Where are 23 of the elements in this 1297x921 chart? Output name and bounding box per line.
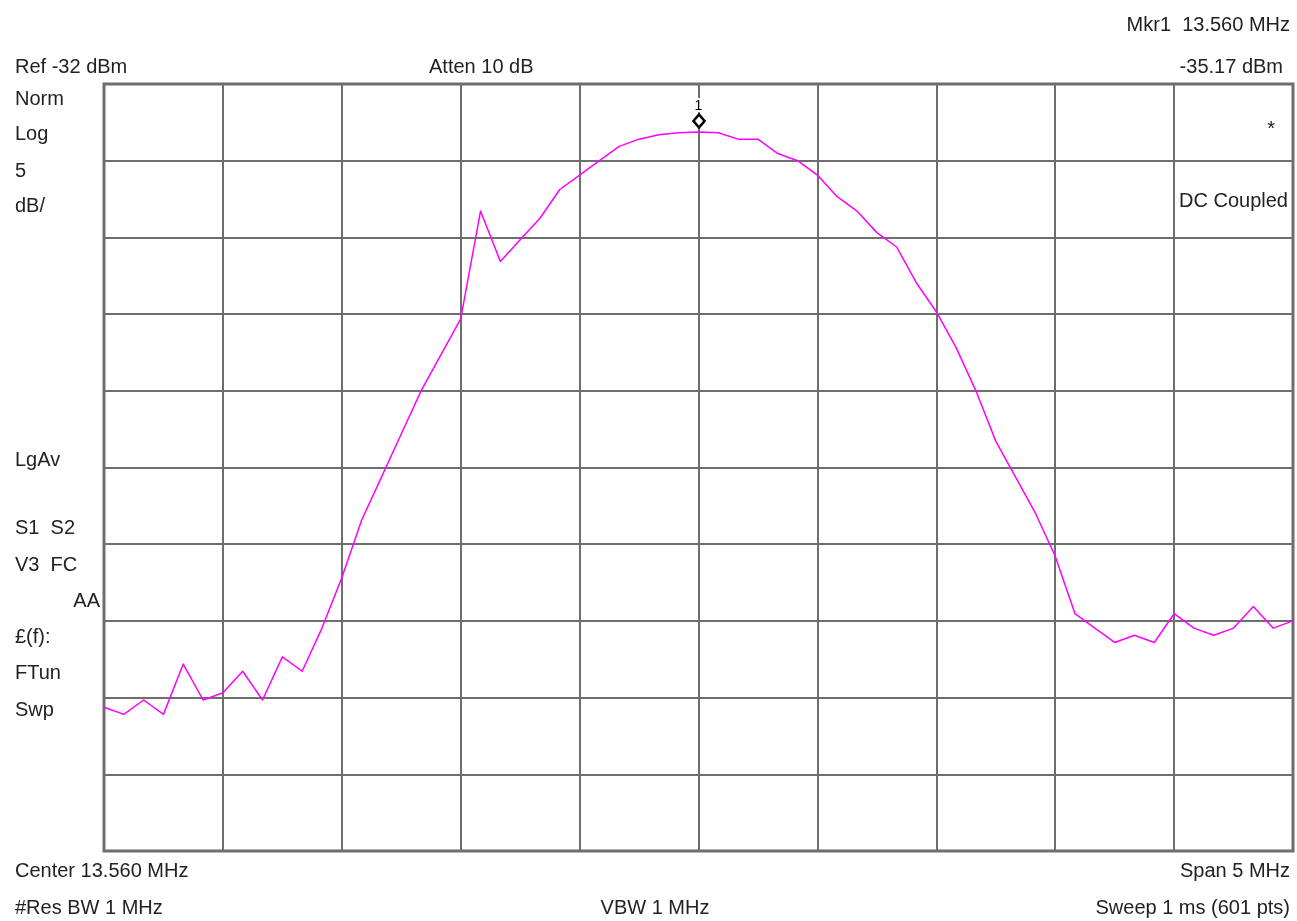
- text: S1 S2: [15, 516, 76, 538]
- text: Mkr1 13.560 MHz: [1126, 13, 1290, 35]
- text: Swp: [15, 698, 54, 720]
- text: #Res BW 1 MHz: [15, 896, 163, 918]
- text: AA: [73, 589, 101, 611]
- text: Span 5 MHz: [1179, 859, 1290, 881]
- text: V3 FC: [15, 553, 78, 575]
- text: Norm: [15, 87, 64, 109]
- text: 1: [694, 96, 703, 113]
- annotation: DC Coupled: [1179, 189, 1288, 211]
- text: Center 13.560 MHz: [15, 859, 189, 881]
- text: Sweep 1 ms (601 pts): [1095, 896, 1290, 918]
- text: VBW 1 MHz: [600, 896, 710, 918]
- text: Ref -32 dBm: [15, 55, 128, 77]
- text: dB/: [15, 194, 46, 216]
- text: Atten 10 dB: [429, 55, 534, 77]
- text: LgAv: [15, 448, 61, 470]
- text: -35.17 dBm: [1179, 55, 1283, 77]
- annotation: *: [1267, 117, 1276, 139]
- text: £(f):: [15, 625, 51, 647]
- text: FTun: [15, 661, 61, 683]
- text: 5: [15, 159, 27, 181]
- text: Log: [15, 122, 49, 144]
